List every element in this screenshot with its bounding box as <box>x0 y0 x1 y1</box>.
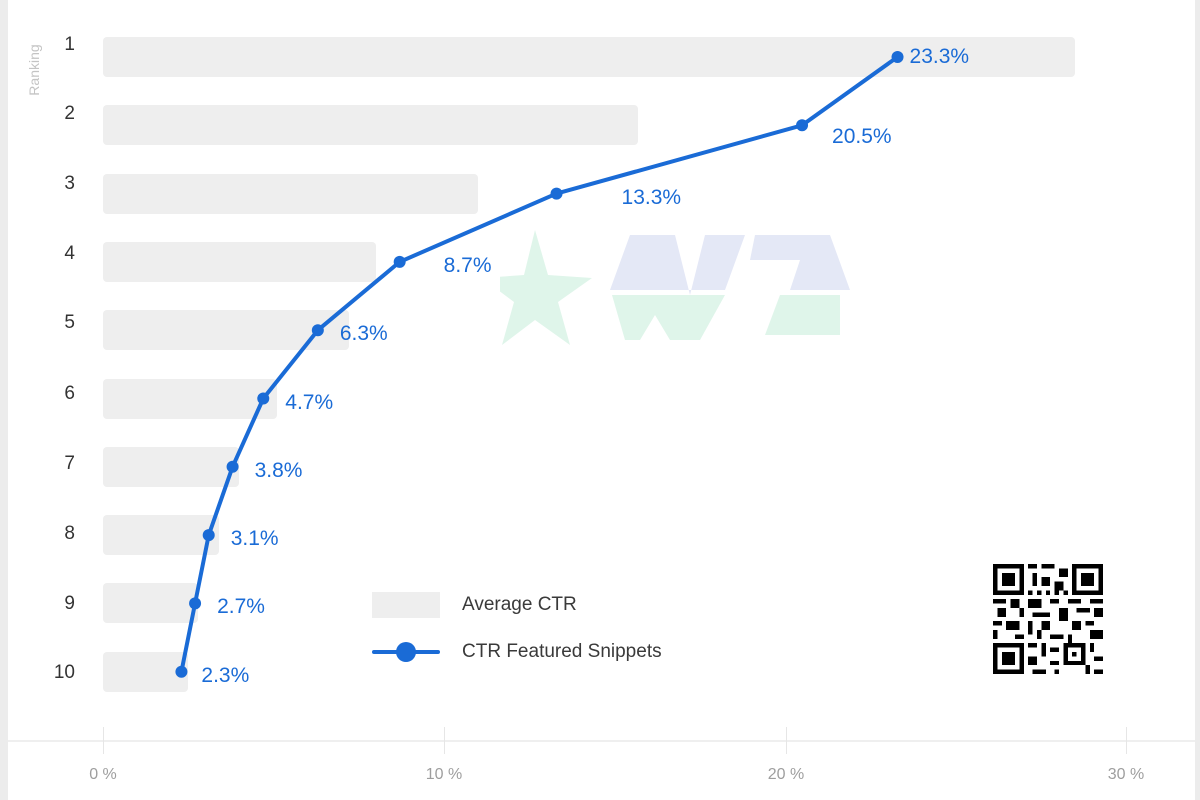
data-point-marker <box>796 119 809 132</box>
x-tick-20 <box>786 727 787 754</box>
x-tick-label-0: 0 % <box>89 766 117 783</box>
x-tick-label-30: 30 % <box>1107 766 1145 783</box>
x-tick-label-20: 20 % <box>767 766 805 783</box>
data-point-label: 13.3% <box>621 185 682 209</box>
rank-label-8: 8 <box>64 523 75 544</box>
rank-label-7: 7 <box>64 453 75 474</box>
rank-label-3: 3 <box>64 173 75 194</box>
legend-swatch-dot <box>396 642 416 662</box>
data-point-marker <box>891 51 904 63</box>
data-point-label: 20.5% <box>832 125 892 149</box>
x-tick-0 <box>103 727 104 754</box>
data-point-label: 4.7% <box>285 390 334 414</box>
average-ctr-bar <box>103 583 199 624</box>
data-point-label: 2.7% <box>217 595 265 619</box>
data-point-label: 6.3% <box>339 322 388 346</box>
x-tick-label-10: 10 % <box>425 766 463 783</box>
average-ctr-bar <box>103 651 189 692</box>
data-point-marker <box>202 529 215 542</box>
data-point-label: 3.1% <box>230 527 279 551</box>
legend-label-featured-snippets: CTR Featured Snippets <box>462 641 662 662</box>
rank-label-5: 5 <box>64 312 75 333</box>
star-wz-logo-icon <box>500 230 850 345</box>
rank-label-10: 10 <box>53 662 75 683</box>
rank-label-1: 1 <box>64 34 75 55</box>
data-point-label: 2.3% <box>201 663 250 687</box>
data-point-label: 3.8% <box>254 458 303 482</box>
frame-left-border <box>0 0 8 800</box>
data-point-marker <box>550 187 563 200</box>
data-point-marker <box>311 324 324 337</box>
x-tick-10 <box>444 727 445 754</box>
frame-right-border <box>1195 0 1200 800</box>
data-point-marker <box>189 597 202 610</box>
x-axis-line <box>8 740 1195 742</box>
rank-label-2: 2 <box>64 103 75 124</box>
average-ctr-bar <box>103 173 479 214</box>
legend-label-average-ctr: Average CTR <box>462 594 577 615</box>
x-tick-30 <box>1126 727 1127 754</box>
data-point-label: 23.3% <box>909 45 970 68</box>
data-point-marker <box>226 460 239 473</box>
rank-label-6: 6 <box>64 383 75 404</box>
data-point-marker <box>257 392 270 405</box>
qr-code-icon <box>993 564 1103 674</box>
average-ctr-bar <box>103 105 639 146</box>
average-ctr-bar <box>103 241 376 282</box>
average-ctr-bar <box>103 37 1075 77</box>
legend-swatch-average-ctr <box>372 592 440 618</box>
average-ctr-bar <box>103 446 240 487</box>
average-ctr-bar <box>103 515 219 556</box>
rank-label-9: 9 <box>64 593 75 614</box>
data-point-marker <box>393 255 406 268</box>
average-ctr-bar <box>103 378 277 419</box>
data-point-marker <box>175 665 188 678</box>
rank-label-4: 4 <box>64 243 75 264</box>
data-point-label: 8.7% <box>443 253 492 277</box>
